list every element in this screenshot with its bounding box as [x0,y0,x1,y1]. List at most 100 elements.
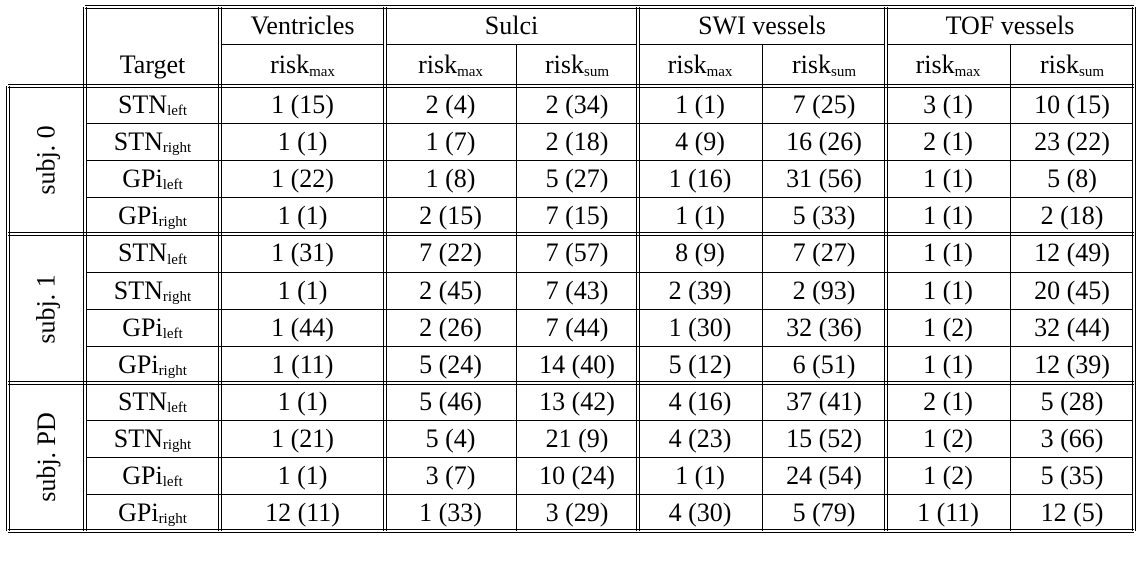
value-text: 5 (28) [1040,386,1104,416]
value-text: 23 (22) [1034,126,1110,156]
table-rule [639,86,641,531]
table-value-cell: 1 (1) [886,197,1010,234]
value-text: 1 (2) [923,460,973,490]
table-rule [87,197,1132,199]
table-rule [8,84,1134,86]
target-side: right [158,214,187,230]
table-rule [762,44,764,86]
value-text: 15 (52) [786,423,862,453]
table-value-cell: 16 (26) [762,123,886,160]
table-rule [8,232,1134,234]
value-text: 10 (24) [539,460,615,490]
target-cell: GPi right [85,197,220,234]
table-rule [1010,86,1012,531]
table-value-cell: 1 (1) [638,197,762,234]
table-rule [639,7,641,86]
value-text: 1 (1) [675,89,725,119]
table-value-cell: 4 (30) [638,494,762,531]
table-value-cell: 21 (9) [516,420,638,457]
table-rule [884,86,886,531]
table-value-cell: 7 (27) [762,234,886,272]
value-text: 4 (23) [668,423,732,453]
table-rule [516,44,518,86]
value-text: 2 (93) [792,275,856,305]
target-name: GPi [122,163,163,193]
table-value-cell: 1 (30) [638,309,762,346]
target-cell: STN left [85,234,220,272]
table-value-cell: 5 (33) [762,197,886,234]
metric-subscript-label: max [954,63,981,80]
value-text: 1 (1) [277,200,328,230]
target-name: GPi [118,200,159,230]
value-text: 32 (44) [1034,312,1110,342]
table-value-cell: 4 (9) [638,123,762,160]
value-text: 4 (30) [668,497,732,527]
table-rule [87,123,1132,125]
metric-base-label: risk [667,50,707,79]
table-value-cell: 1 (22) [220,160,385,197]
value-text: 1 (11) [917,497,979,527]
table-value-cell: 1 (21) [220,420,385,457]
value-text: 5 (33) [792,200,856,230]
value-text: 1 (2) [923,312,973,342]
table-value-cell: 2 (18) [1010,197,1134,234]
table-value-cell: 23 (22) [1010,123,1134,160]
table-value-cell: 5 (27) [516,160,638,197]
metric-base-label: risk [915,50,955,79]
column-group-label: SWI vessels [698,10,826,40]
table-rule [9,86,11,531]
table-rule [887,86,889,531]
table-value-cell: 1 (8) [385,160,516,197]
target-side: right [162,437,192,453]
table-value-cell: 1 (1) [220,123,385,160]
table-value-cell: 1 (2) [886,420,1010,457]
table-rule [636,7,638,86]
value-text: 2 (18) [1040,200,1104,230]
table-value-cell: 10 (24) [516,457,638,494]
value-text: 1 (1) [675,200,725,230]
table-rule [8,529,1134,531]
target-name: GPi [118,349,159,379]
value-text: 24 (54) [786,460,862,490]
table-value-cell: 1 (31) [220,234,385,272]
table-value-cell: 3 (29) [516,494,638,531]
target-cell: STN right [85,123,220,160]
value-text: 1 (7) [425,126,476,156]
value-text: 1 (1) [923,200,973,230]
subject-label: subj. 1 [31,273,61,344]
table-value-cell: 1 (44) [220,309,385,346]
target-side: right [158,363,187,379]
table-value-cell: 5 (12) [638,346,762,383]
table-rule [87,457,1132,459]
value-text: 2 (26) [419,312,482,342]
metric-base-label: risk [1039,50,1079,79]
subject-group-label: subj. PD [8,383,85,531]
table-rule [1135,86,1137,531]
table-rule [87,346,1132,348]
metric-subscript-label: sum [1078,63,1104,80]
column-group-header: SWI vessels [638,7,886,44]
table-value-cell: 1 (1) [886,160,1010,197]
table-rule [218,7,220,86]
value-text: 5 (24) [419,349,482,379]
target-side: left [167,400,188,416]
value-text: 5 (4) [425,423,476,453]
metric-base-label: risk [791,50,831,79]
metric-column-header: risk sum [516,44,638,86]
table-value-cell: 1 (1) [638,457,762,494]
table-rule [636,86,638,531]
table-rule [87,272,1132,274]
table-value-cell: 12 (49) [1010,234,1134,272]
value-text: 1 (2) [923,423,973,453]
table-rule [1010,44,1012,86]
table-rule [386,86,388,531]
table-rule [1132,7,1134,86]
subject-group-label: subj. 1 [8,234,85,383]
metric-column-header: risk max [220,44,385,86]
value-text: 1 (30) [668,312,732,342]
table-value-cell: 2 (34) [516,86,638,123]
target-side: right [158,511,187,527]
table-value-cell: 13 (42) [516,383,638,420]
metric-column-header: risk sum [762,44,886,86]
